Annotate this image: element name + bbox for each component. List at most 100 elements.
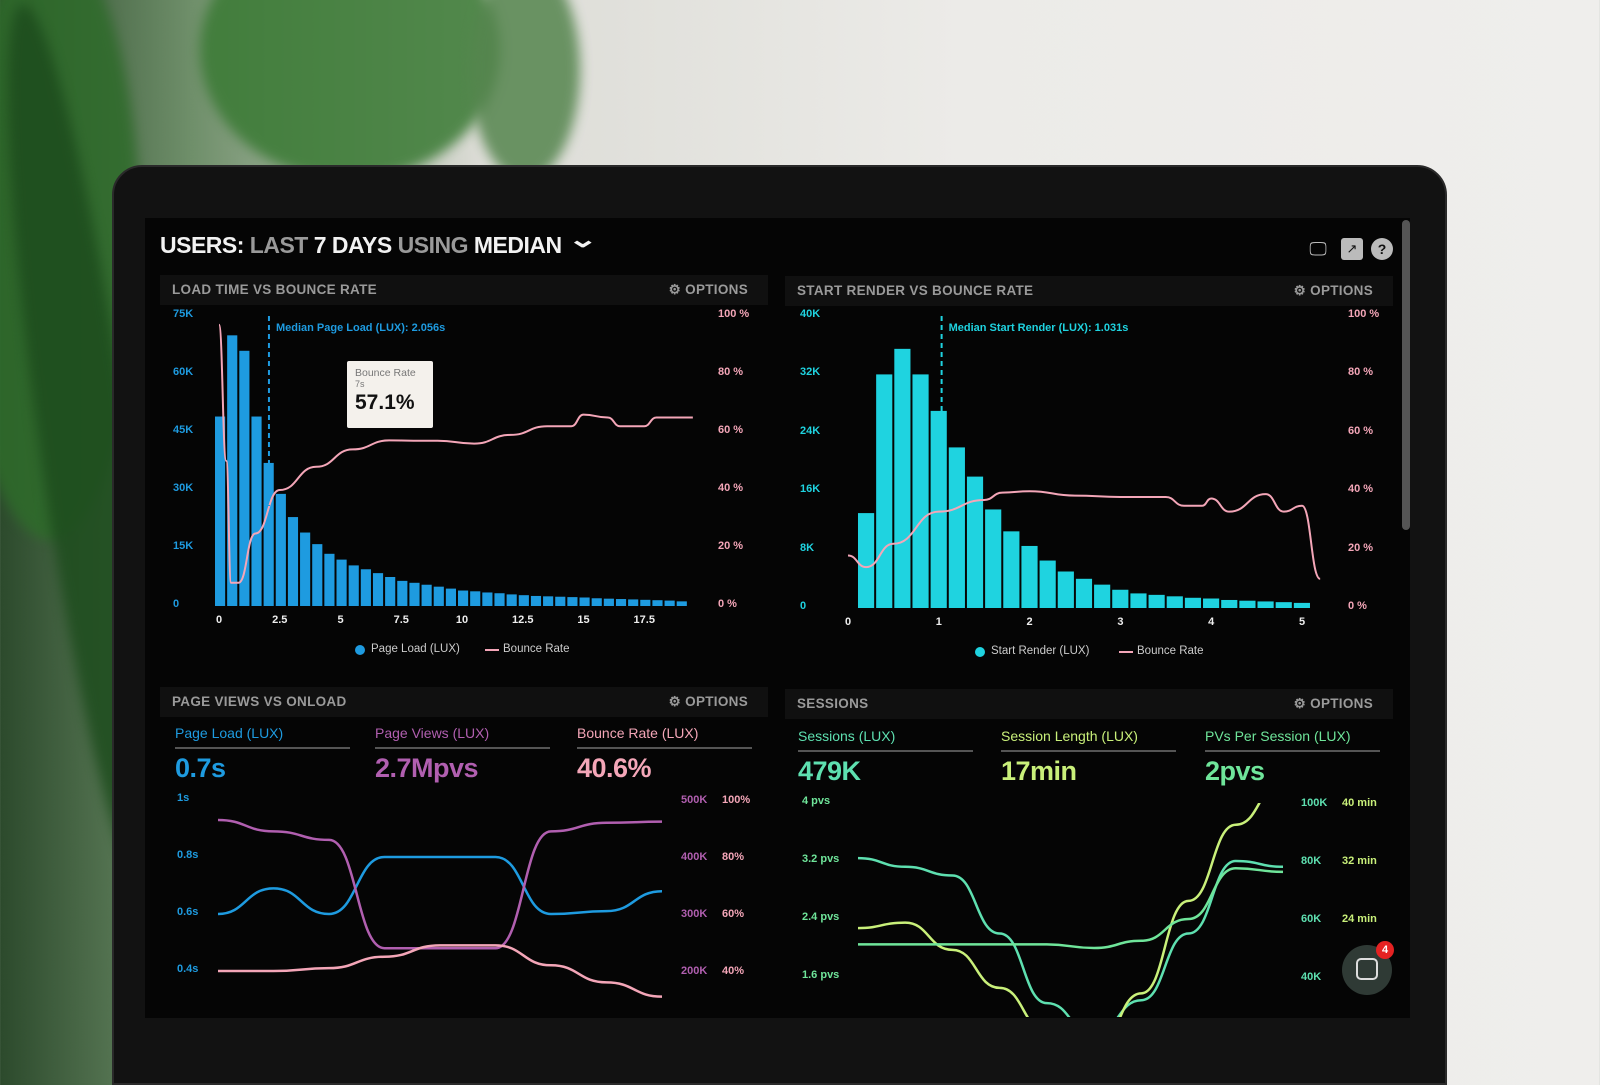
y-tick-label: 16K xyxy=(800,483,821,496)
legend-marker xyxy=(975,647,985,657)
panel-title: SESSIONS xyxy=(797,696,869,711)
histogram-bar xyxy=(336,559,347,606)
y2-tick-label: 400K xyxy=(681,851,708,863)
kpi-value: 40.6% xyxy=(577,753,652,783)
title-part: 7 DAYS xyxy=(313,232,398,258)
kpi-value: 2.7Mpvs xyxy=(375,753,479,783)
y3-tick-label: 60% xyxy=(722,908,745,920)
histogram-bar xyxy=(312,544,323,606)
share-icon[interactable]: ↗ xyxy=(1341,238,1363,260)
histogram-bar xyxy=(433,586,444,606)
tooltip-x: 7s xyxy=(355,379,365,389)
y2-tick-label: 60K xyxy=(1301,913,1322,925)
histogram-bar xyxy=(1039,560,1056,608)
y-tick-label: 75K xyxy=(173,308,194,320)
x-tick-label: 7.5 xyxy=(393,614,409,626)
panel-title: START RENDER VS BOUNCE RATE xyxy=(797,283,1034,298)
histogram-bar xyxy=(1112,589,1129,608)
y-tick-label: 4 pvs xyxy=(802,795,831,807)
histogram-bar xyxy=(287,517,299,606)
kpi-label: Sessions (LUX) xyxy=(798,728,973,752)
histogram-bar xyxy=(1021,545,1038,608)
scrollbar[interactable] xyxy=(1402,220,1410,530)
histogram-bar xyxy=(458,590,469,606)
panel-header-load-time: LOAD TIME VS BOUNCE RATE ⚙ OPTIONS xyxy=(160,275,768,305)
histogram-bar xyxy=(409,582,420,606)
histogram-bar xyxy=(1057,571,1074,608)
histogram-bar xyxy=(227,335,238,606)
histogram-bar xyxy=(1293,602,1310,608)
kpi-value: 479K xyxy=(798,756,861,786)
legend-label: Bounce Rate xyxy=(1137,645,1204,657)
y3-tick-label: 100% xyxy=(722,794,751,806)
histogram-bar xyxy=(894,348,911,608)
histogram-bar xyxy=(397,580,408,606)
bounce-rate-line xyxy=(847,490,1322,580)
histogram-bar xyxy=(518,595,529,606)
y-tick-label: 2.4 pvs xyxy=(802,911,840,923)
y-tick-label: 1s xyxy=(177,792,190,804)
histogram-bar xyxy=(275,493,286,606)
tooltip-value: 57.1% xyxy=(355,391,415,414)
histogram-bar xyxy=(876,374,893,608)
title-part: USING xyxy=(397,232,474,258)
x-tick-label: 10 xyxy=(455,614,469,626)
legend-label: Bounce Rate xyxy=(503,643,570,655)
y-tick-label: 0.6s xyxy=(177,906,199,918)
series-line xyxy=(857,856,1284,1017)
kpi-label: Page Views (LUX) xyxy=(375,725,550,749)
histogram-bar xyxy=(628,599,639,606)
y-tick-label: 3.2 pvs xyxy=(802,853,840,865)
kpi-label: Bounce Rate (LUX) xyxy=(577,725,752,749)
y-tick-label: 0 xyxy=(800,600,807,612)
histogram-bar xyxy=(1221,599,1238,608)
options-button[interactable]: ⚙ OPTIONS xyxy=(668,282,748,297)
x-tick-label: 15 xyxy=(577,614,590,626)
chevron-down-icon[interactable]: ⌄ xyxy=(567,226,599,252)
histogram-bar xyxy=(1275,602,1292,608)
histogram-bar xyxy=(652,600,663,606)
histogram-bar xyxy=(1184,597,1202,608)
y2-tick-label: 100 % xyxy=(1348,308,1380,320)
series-line xyxy=(217,855,663,916)
histogram-bar xyxy=(966,476,984,608)
tooltip-label: Bounce Rate xyxy=(355,367,416,379)
options-button[interactable]: ⚙ OPTIONS xyxy=(1293,283,1373,298)
x-tick-label: 12.5 xyxy=(512,614,534,626)
histogram-bar xyxy=(1203,598,1220,608)
x-tick-label: 0 xyxy=(215,614,223,626)
kpi-label: Page Load (LUX) xyxy=(175,725,350,749)
histogram-bar xyxy=(360,569,371,606)
y2-tick-label: 40 % xyxy=(1348,483,1374,496)
help-icon[interactable]: ? xyxy=(1371,238,1393,260)
y2-tick-label: 0 % xyxy=(718,598,737,610)
y-tick-label: 24K xyxy=(800,424,821,437)
chat-widget-button[interactable]: 4 xyxy=(1342,941,1394,995)
y-tick-label: 15K xyxy=(173,540,194,552)
y3-tick-label: 40% xyxy=(722,965,745,977)
histogram-bar xyxy=(857,513,875,608)
options-button[interactable]: ⚙ OPTIONS xyxy=(1293,696,1373,711)
panel-header-sessions: SESSIONS ⚙ OPTIONS xyxy=(785,689,1393,719)
panel-header-page-views: PAGE VIEWS VS ONLOAD ⚙ OPTIONS xyxy=(160,687,768,717)
title-part: LAST xyxy=(249,232,314,258)
histogram-bar xyxy=(385,577,396,606)
y2-tick-label: 20 % xyxy=(1348,541,1374,554)
options-button[interactable]: ⚙ OPTIONS xyxy=(668,694,748,709)
dashboard-screen: USERS: LAST 7 DAYS USING MEDIAN ⌄ 🖵 ↗ ? … xyxy=(145,218,1410,1018)
y-tick-label: 60K xyxy=(173,366,194,378)
histogram-bar xyxy=(300,532,311,606)
chat-icon xyxy=(1356,958,1378,980)
page-title[interactable]: USERS: LAST 7 DAYS USING MEDIAN ⌄ xyxy=(160,226,599,259)
histogram-bar xyxy=(1166,596,1183,608)
monitor-icon[interactable]: 🖵 xyxy=(1309,239,1327,259)
notification-badge: 4 xyxy=(1376,941,1394,959)
y2-tick-label: 80 % xyxy=(718,366,744,378)
y2-tick-label: 40K xyxy=(1301,971,1322,983)
y2-tick-label: 300K xyxy=(681,908,708,920)
options-label: OPTIONS xyxy=(685,694,748,709)
x-tick-label: 5 xyxy=(1298,616,1306,628)
histogram-bar xyxy=(579,597,590,606)
y-tick-label: 32K xyxy=(800,366,821,379)
y-tick-label: 0 xyxy=(173,598,180,610)
